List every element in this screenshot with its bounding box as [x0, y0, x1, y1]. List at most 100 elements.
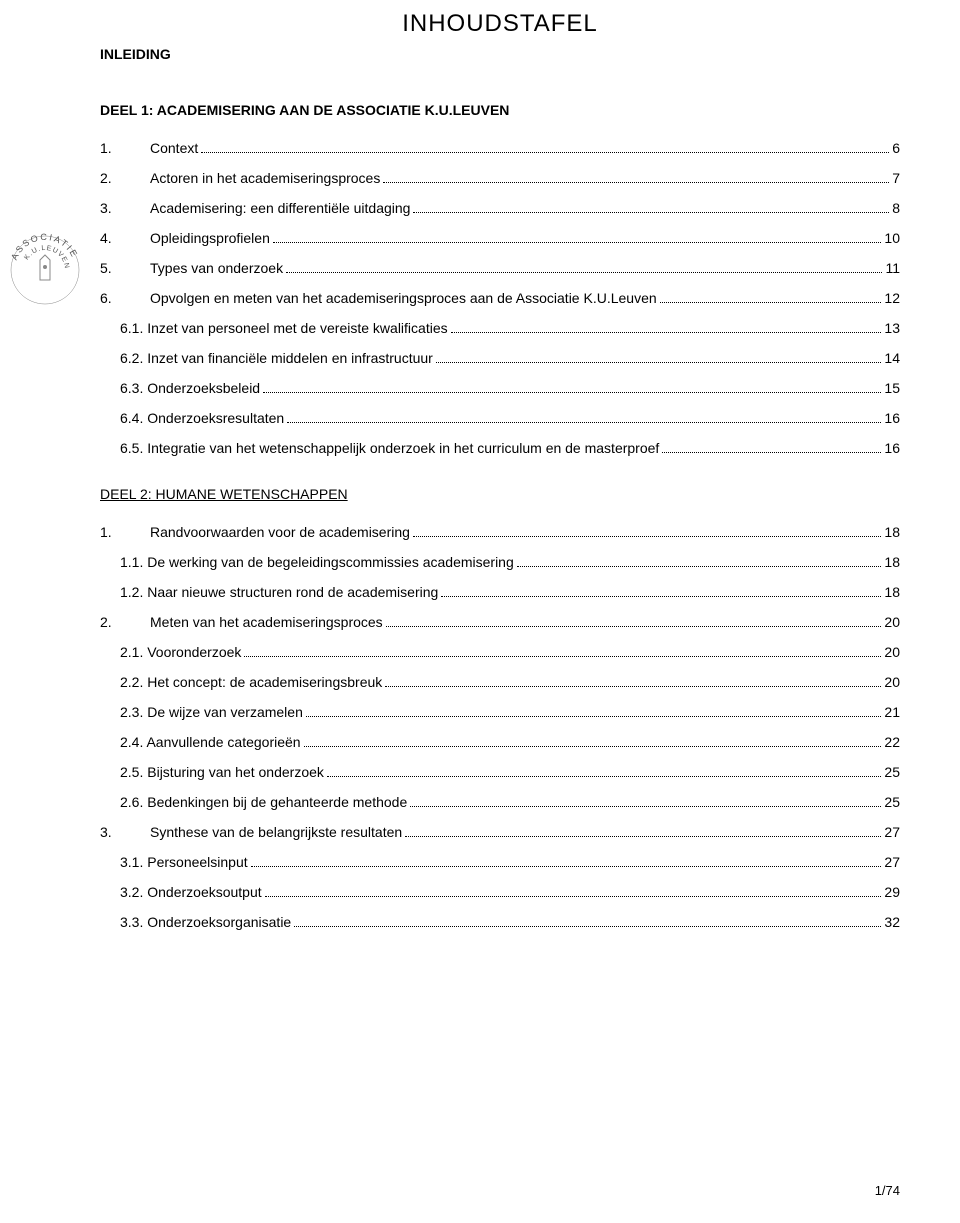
- toc-num: 3.: [100, 200, 150, 216]
- toc-dots: [263, 392, 881, 393]
- toc-num: 3.: [100, 824, 150, 840]
- toc-dots: [441, 596, 881, 597]
- toc-label: 6.1. Inzet van personeel met de vereiste…: [120, 320, 448, 336]
- toc-label: Actoren in het academiseringsproces: [150, 170, 380, 186]
- toc-dots: [265, 896, 882, 897]
- toc-row: 3.3. Onderzoeksorganisatie 32: [100, 914, 900, 930]
- toc-label: Academisering: een differentiële uitdagi…: [150, 200, 410, 216]
- toc-dots: [413, 536, 881, 537]
- toc-row: 6.2. Inzet van financiële middelen en in…: [100, 350, 900, 366]
- toc-row: 4.Opleidingsprofielen 10: [100, 230, 900, 246]
- toc-row: 2.3. De wijze van verzamelen 21: [100, 704, 900, 720]
- toc-page: 29: [884, 884, 900, 900]
- toc-dots: [286, 272, 882, 273]
- toc-label: 3.2. Onderzoeksoutput: [120, 884, 262, 900]
- deel1-toc-list: 1.Context62.Actoren in het academisering…: [100, 140, 900, 456]
- toc-dots: [517, 566, 882, 567]
- toc-page: 32: [884, 914, 900, 930]
- toc-dots: [273, 242, 882, 243]
- toc-num: 5.: [100, 260, 150, 276]
- toc-row: 2.1. Vooronderzoek 20: [100, 644, 900, 660]
- toc-dots: [244, 656, 881, 657]
- toc-label: 2.6. Bedenkingen bij de gehanteerde meth…: [120, 794, 407, 810]
- toc-page: 18: [884, 584, 900, 600]
- toc-dots: [287, 422, 881, 423]
- toc-page: 13: [884, 320, 900, 336]
- toc-row: 2.4. Aanvullende categorieën22: [100, 734, 900, 750]
- toc-row: 5.Types van onderzoek11: [100, 260, 900, 276]
- toc-row: 2.2. Het concept: de academiseringsbreuk…: [100, 674, 900, 690]
- toc-label: Opleidingsprofielen: [150, 230, 270, 246]
- toc-page: 16: [884, 440, 900, 456]
- toc-page: 18: [884, 524, 900, 540]
- toc-num: 1.: [100, 524, 150, 540]
- toc-row: 3.Academisering: een differentiële uitda…: [100, 200, 900, 216]
- toc-page: 10: [884, 230, 900, 246]
- toc-dots: [436, 362, 882, 363]
- toc-row: 6.1. Inzet van personeel met de vereiste…: [100, 320, 900, 336]
- toc-page: 25: [884, 764, 900, 780]
- toc-label: 6.3. Onderzoeksbeleid: [120, 380, 260, 396]
- toc-page: 14: [884, 350, 900, 366]
- toc-label: 2.2. Het concept: de academiseringsbreuk: [120, 674, 382, 690]
- toc-label: 1.1. De werking van de begeleidingscommi…: [120, 554, 514, 570]
- toc-page: 16: [884, 410, 900, 426]
- toc-page: 8: [892, 200, 900, 216]
- toc-label: 2.4. Aanvullende categorieën: [120, 734, 301, 750]
- toc-row: 3.2. Onderzoeksoutput 29: [100, 884, 900, 900]
- toc-page: 20: [884, 614, 900, 630]
- toc-label: Context: [150, 140, 198, 156]
- toc-num: 6.: [100, 290, 150, 306]
- toc-page: 15: [884, 380, 900, 396]
- toc-page: 25: [884, 794, 900, 810]
- toc-dots: [251, 866, 882, 867]
- toc-label: 6.2. Inzet van financiële middelen en in…: [120, 350, 433, 366]
- toc-page: 20: [884, 644, 900, 660]
- toc-row: 2.Actoren in het academiseringsproces7: [100, 170, 900, 186]
- toc-row: 3.Synthese van de belangrijkste resultat…: [100, 824, 900, 840]
- toc-row: 1.1. De werking van de begeleidingscommi…: [100, 554, 900, 570]
- toc-num: 1.: [100, 140, 150, 156]
- toc-row: 6.Opvolgen en meten van het academiserin…: [100, 290, 900, 306]
- toc-row: 6.4. Onderzoeksresultaten 16: [100, 410, 900, 426]
- toc-dots: [306, 716, 882, 717]
- toc-row: 1.Context 6: [100, 140, 900, 156]
- toc-label: Randvoorwaarden voor de academisering: [150, 524, 410, 540]
- page-footer: 1/74: [875, 1183, 900, 1198]
- toc-dots: [451, 332, 882, 333]
- toc-page: 21: [884, 704, 900, 720]
- toc-dots: [413, 212, 889, 213]
- toc-page: 18: [884, 554, 900, 570]
- toc-label: 1.2. Naar nieuwe structuren rond de acad…: [120, 584, 438, 600]
- toc-row: 2.5. Bijsturing van het onderzoek25: [100, 764, 900, 780]
- toc-row: 3.1. Personeelsinput27: [100, 854, 900, 870]
- toc-dots: [660, 302, 882, 303]
- toc-num: 2.: [100, 614, 150, 630]
- toc-page: 27: [884, 824, 900, 840]
- toc-label: 3.1. Personeelsinput: [120, 854, 248, 870]
- toc-dots: [294, 926, 881, 927]
- toc-row: 1.Randvoorwaarden voor de academisering 1…: [100, 524, 900, 540]
- toc-dots: [201, 152, 889, 153]
- toc-label: 3.3. Onderzoeksorganisatie: [120, 914, 291, 930]
- deel2-heading: DEEL 2: HUMANE WETENSCHAPPEN: [100, 486, 900, 502]
- toc-row: 6.5. Integratie van het wetenschappelijk…: [100, 440, 900, 456]
- toc-num: 4.: [100, 230, 150, 246]
- toc-label: 2.3. De wijze van verzamelen: [120, 704, 303, 720]
- toc-label: 2.1. Vooronderzoek: [120, 644, 241, 660]
- toc-label: Opvolgen en meten van het academiserings…: [150, 290, 657, 306]
- toc-dots: [662, 452, 881, 453]
- toc-label: 6.4. Onderzoeksresultaten: [120, 410, 284, 426]
- toc-page: 20: [884, 674, 900, 690]
- toc-dots: [405, 836, 881, 837]
- page-title: INHOUDSTAFEL: [100, 10, 900, 38]
- toc-dots: [383, 182, 889, 183]
- toc-page: 6: [892, 140, 900, 156]
- associatie-kuleuven-logo: ASSOCIATIE K.U.LEUVEN: [0, 225, 90, 315]
- inleiding-heading: INLEIDING: [100, 46, 900, 62]
- toc-label: 6.5. Integratie van het wetenschappelijk…: [120, 440, 659, 456]
- toc-row: 2.Meten van het academiseringsproces20: [100, 614, 900, 630]
- toc-page: 7: [892, 170, 900, 186]
- toc-label: Types van onderzoek: [150, 260, 283, 276]
- toc-dots: [385, 686, 881, 687]
